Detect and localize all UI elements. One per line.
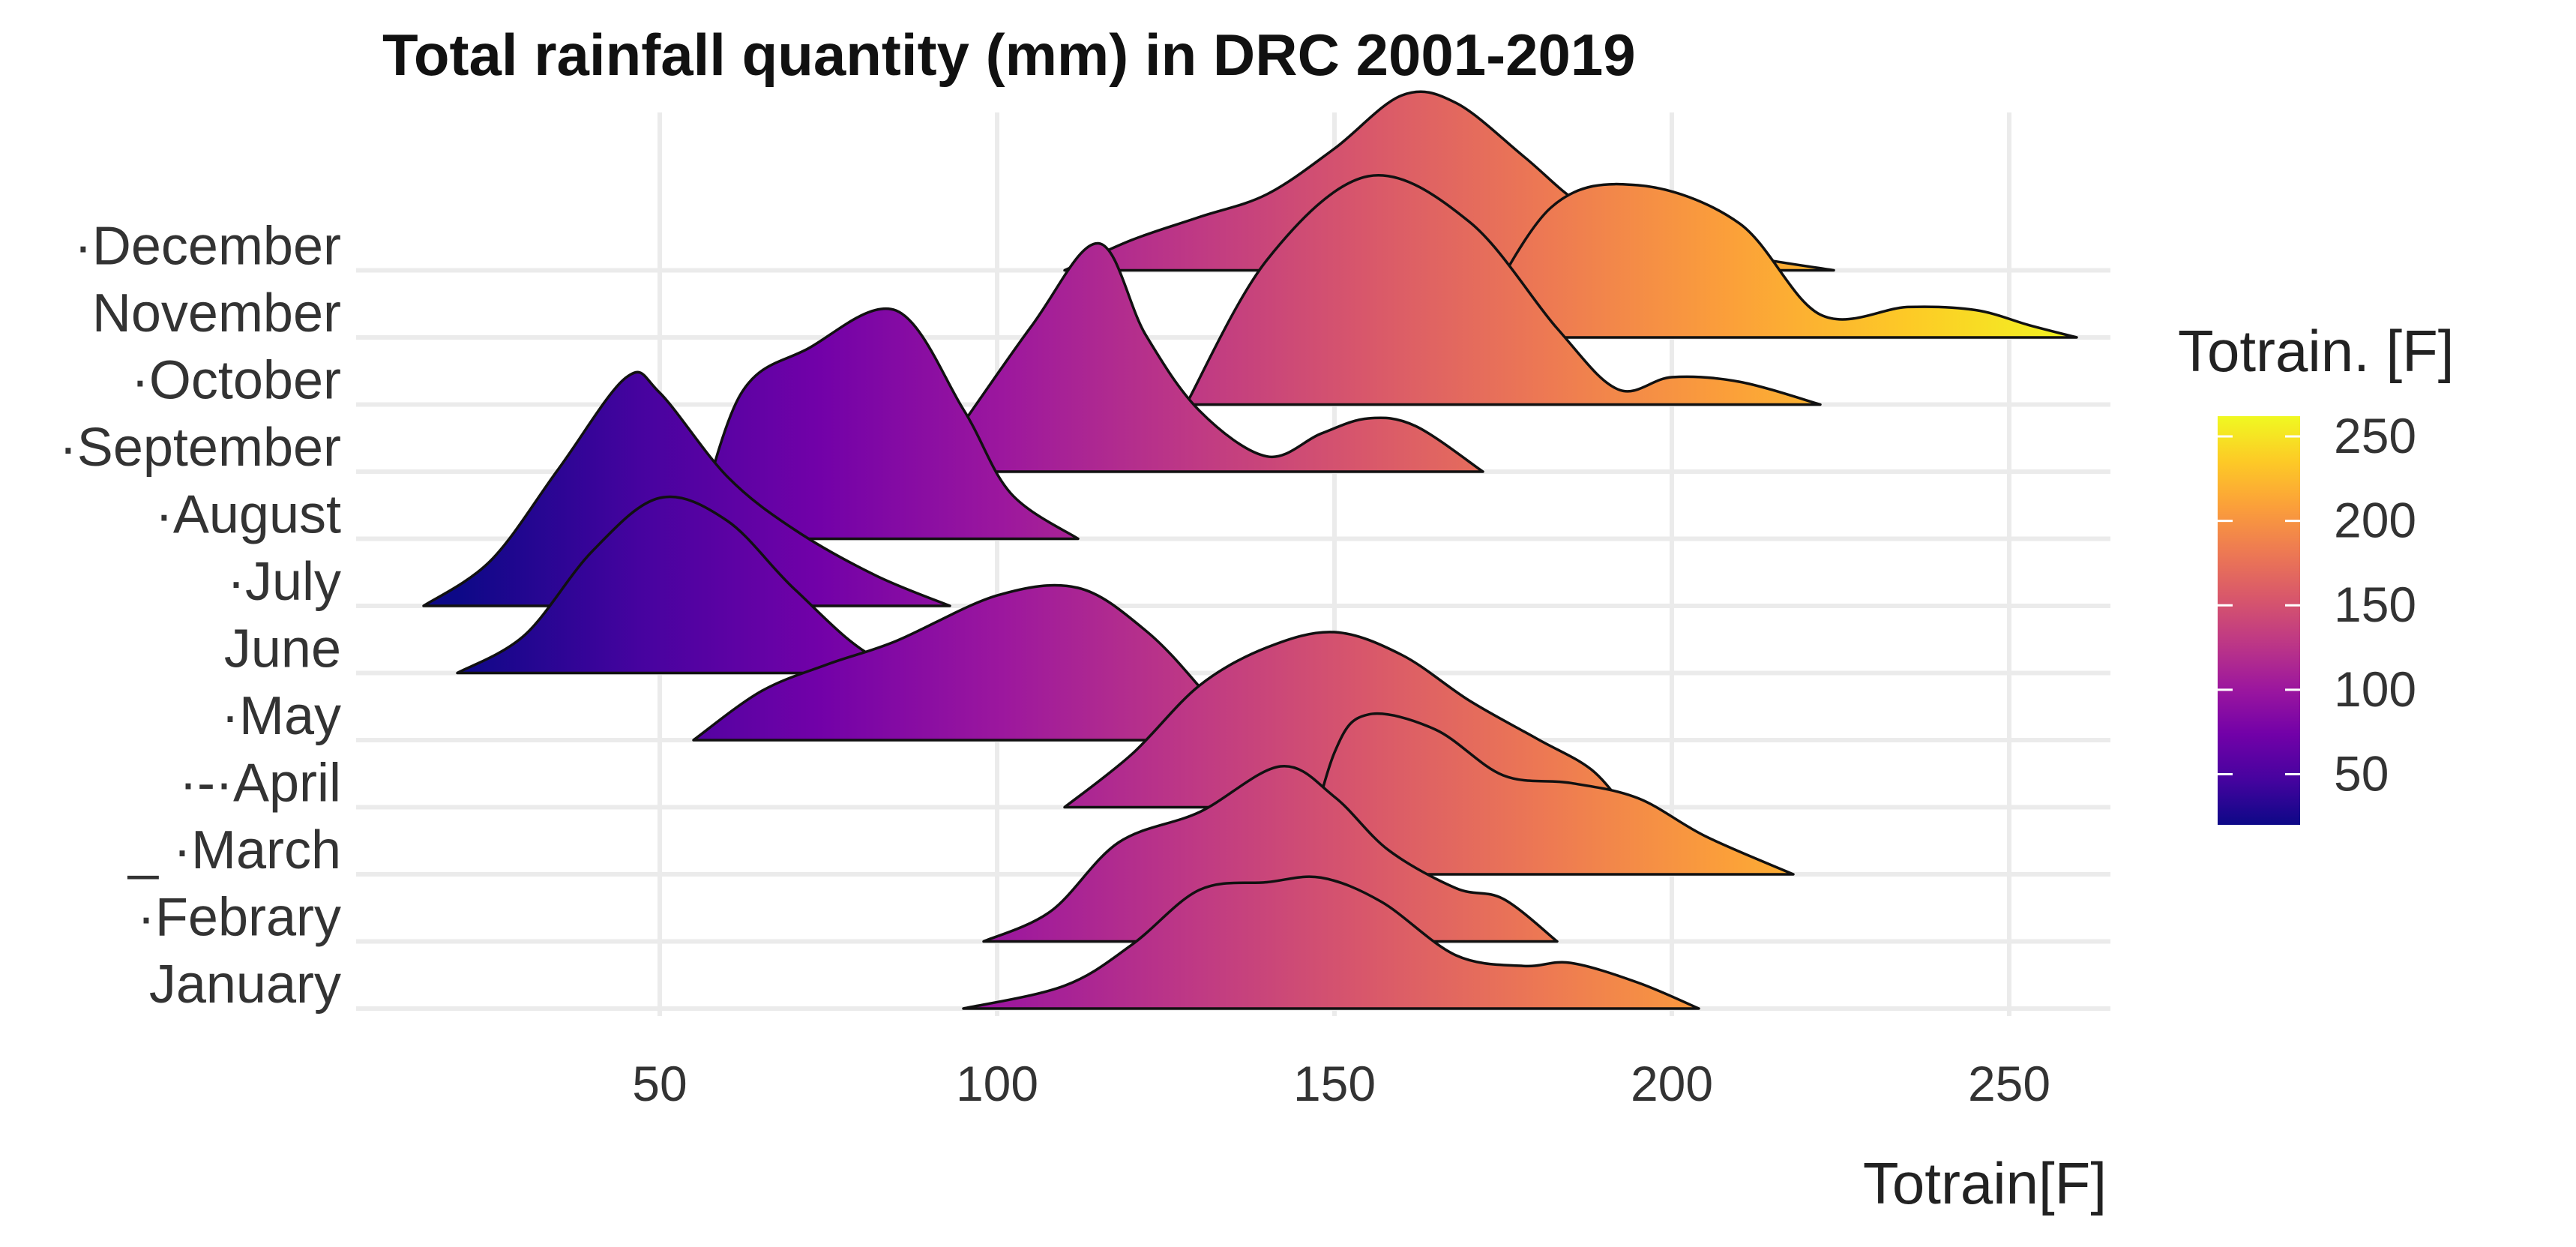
y-label-june: June [224,619,341,679]
y-label-may: ·May [221,686,341,746]
ridge-november [1468,182,2078,339]
x-tick-label: 100 [956,1056,1038,1111]
y-label-july: ·July [227,552,341,612]
legend-colorbar [2218,416,2300,825]
y-label-march: _ ·March [127,820,341,880]
y-axis-labels: January ·Febrary _ ·March·-·April ·May June ·… [59,217,341,1015]
legend-tick-label: 100 [2334,661,2416,717]
ridge-august [692,307,1080,541]
legend-tick-label: 50 [2334,745,2389,801]
y-label-august: ·August [155,485,341,545]
y-label-september: ·September [59,418,341,478]
ridge-may [692,583,1242,742]
legend-tick-label: 250 [2334,408,2416,463]
y-label-april: ·-·April [179,754,341,814]
legend-title: Totrain. [F] [2178,318,2454,384]
legend-tick-label: 150 [2334,577,2416,632]
x-axis-title: Totrain[F] [1863,1150,2107,1216]
x-tick-label: 250 [1968,1056,2050,1111]
ridges [422,90,2078,1010]
ridge-october [1185,174,1822,406]
legend-ticks: 50 100 150 200 250 [2218,408,2416,801]
y-label-febrary: ·Febrary [137,888,341,948]
ridge-july [422,370,951,607]
x-axis-ticks: 50 100 150 200 250 [632,1056,2050,1111]
legend-tick-label: 200 [2334,493,2416,548]
y-label-january: January [149,955,341,1015]
x-tick-label: 50 [632,1056,687,1111]
chart-title: Total rainfall quantity (mm) in DRC 2001… [382,22,1636,88]
color-legend: Totrain. [F] 50 100 150 200 250 [2178,318,2454,825]
y-label-october: ·October [131,351,341,411]
ridge-march [1299,712,1795,876]
x-tick-label: 150 [1293,1056,1376,1111]
ridge-september [928,241,1484,473]
ridge-febrary [982,765,1559,943]
y-label-november: November [92,283,341,343]
ridge-january [962,875,1700,1010]
x-tick-label: 200 [1631,1056,1713,1111]
y-label-december: ·December [74,217,341,277]
